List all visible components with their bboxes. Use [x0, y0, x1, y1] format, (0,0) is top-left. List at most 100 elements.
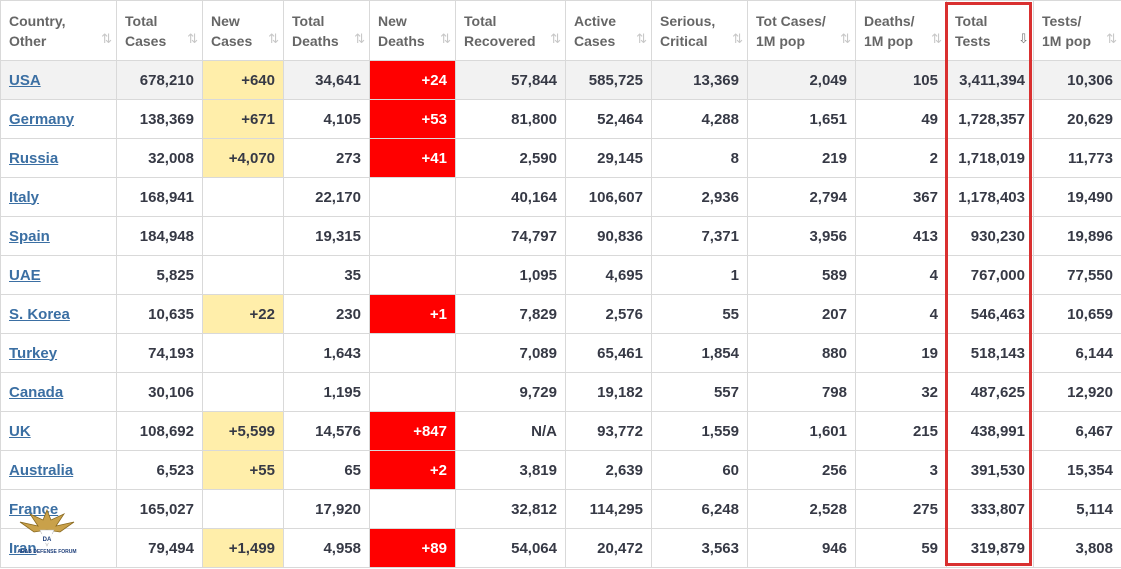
- cell-total-tests: 1,718,019: [946, 138, 1034, 178]
- cell-country: S. Korea: [0, 294, 117, 334]
- sort-icon[interactable]: ⇅: [732, 31, 743, 46]
- column-header-label: Total Tests: [955, 12, 991, 49]
- cell-country: Iran: [0, 528, 117, 568]
- cell-total-tests: 1,178,403: [946, 177, 1034, 217]
- table-row: UK 108,692 +5,599 14,576 +847 N/A 93,772 1,559 1…: [0, 411, 1121, 451]
- country-link[interactable]: UAE: [9, 266, 41, 284]
- cell-deaths-per-1m: 32: [855, 372, 947, 412]
- cell-total-recovered: N/A: [455, 411, 566, 451]
- cell-deaths-per-1m: 59: [855, 528, 947, 568]
- cell-total-cases: 108,692: [116, 411, 203, 451]
- sort-icon[interactable]: ⇅: [840, 31, 851, 46]
- sort-icon[interactable]: ⇅: [636, 31, 647, 46]
- sort-icon[interactable]: ⇅: [354, 31, 365, 46]
- cell-new-deaths: [369, 255, 456, 295]
- column-header-deaths-per-1m[interactable]: Deaths/1M pop ⇅: [855, 0, 947, 61]
- table-row: Spain 184,948 19,315 74,797 90,836 7,371 3,956…: [0, 216, 1121, 256]
- sort-icon[interactable]: ⇅: [101, 31, 112, 46]
- cell-total-cases: 6,523: [116, 450, 203, 490]
- cell-deaths-per-1m: 275: [855, 489, 947, 529]
- country-link[interactable]: USA: [9, 71, 41, 89]
- cell-total-cases: 168,941: [116, 177, 203, 217]
- cell-country: Canada: [0, 372, 117, 412]
- cell-total-recovered: 57,844: [455, 60, 566, 100]
- cell-new-cases: +22: [202, 294, 284, 334]
- cell-total-recovered: 81,800: [455, 99, 566, 139]
- sort-icon[interactable]: ⇅: [931, 31, 942, 46]
- cell-tot-cases-per-1m: 880: [747, 333, 856, 373]
- table-row: France 165,027 17,920 32,812 114,295 6,248 2,5…: [0, 489, 1121, 529]
- cell-deaths-per-1m: 367: [855, 177, 947, 217]
- cell-total-tests: 546,463: [946, 294, 1034, 334]
- country-link[interactable]: Iran: [9, 539, 37, 557]
- cell-active-cases: 585,725: [565, 60, 652, 100]
- cell-new-cases: [202, 216, 284, 256]
- column-header-serious-critical[interactable]: Serious, Critical ⇅: [651, 0, 748, 61]
- cell-total-cases: 79,494: [116, 528, 203, 568]
- cell-serious-critical: 8: [651, 138, 748, 178]
- column-header-tests-per-1m[interactable]: Tests/1M pop ⇅: [1033, 0, 1121, 61]
- sort-icon[interactable]: ⇅: [1106, 31, 1117, 46]
- cell-total-cases: 138,369: [116, 99, 203, 139]
- column-header-label: Country, Other: [9, 12, 66, 49]
- cell-new-cases: +640: [202, 60, 284, 100]
- column-header-active-cases[interactable]: Active Cases ⇅: [565, 0, 652, 61]
- column-header-total-deaths[interactable]: Total Deaths ⇅: [283, 0, 370, 61]
- cell-total-tests: 487,625: [946, 372, 1034, 412]
- column-header-new-cases[interactable]: New Cases ⇅: [202, 0, 284, 61]
- cell-total-recovered: 54,064: [455, 528, 566, 568]
- cell-serious-critical: 60: [651, 450, 748, 490]
- cell-tests-per-1m: 20,629: [1033, 99, 1121, 139]
- cell-total-deaths: 34,641: [283, 60, 370, 100]
- country-link[interactable]: UK: [9, 422, 31, 440]
- sort-icon[interactable]: ⇅: [440, 31, 451, 46]
- cell-serious-critical: 2,936: [651, 177, 748, 217]
- cell-new-deaths: [369, 333, 456, 373]
- cell-total-deaths: 35: [283, 255, 370, 295]
- cell-new-cases: +55: [202, 450, 284, 490]
- cell-tests-per-1m: 6,144: [1033, 333, 1121, 373]
- cell-country: Russia: [0, 138, 117, 178]
- column-header-new-deaths[interactable]: New Deaths ⇅: [369, 0, 456, 61]
- cell-serious-critical: 1: [651, 255, 748, 295]
- table-row: UAE 5,825 35 1,095 4,695 1 589 4 767,000 77,550: [0, 255, 1121, 295]
- column-header-label: Deaths/1M pop: [864, 12, 915, 49]
- cell-tests-per-1m: 3,808: [1033, 528, 1121, 568]
- column-header-label: Total Deaths: [292, 12, 339, 49]
- column-header-label: Total Cases: [125, 12, 167, 49]
- cell-active-cases: 52,464: [565, 99, 652, 139]
- cell-deaths-per-1m: 4: [855, 255, 947, 295]
- country-link[interactable]: Australia: [9, 461, 74, 479]
- country-link[interactable]: Italy: [9, 188, 40, 206]
- cell-tot-cases-per-1m: 2,049: [747, 60, 856, 100]
- country-link[interactable]: Spain: [9, 227, 50, 245]
- cell-tests-per-1m: 10,659: [1033, 294, 1121, 334]
- cell-active-cases: 19,182: [565, 372, 652, 412]
- cell-new-cases: [202, 255, 284, 295]
- column-header-total-cases[interactable]: Total Cases ⇅: [116, 0, 203, 61]
- sort-icon[interactable]: ⇅: [268, 31, 279, 46]
- country-link[interactable]: S. Korea: [9, 305, 70, 323]
- country-link[interactable]: Turkey: [9, 344, 58, 362]
- country-link[interactable]: Canada: [9, 383, 64, 401]
- cell-total-tests: 1,728,357: [946, 99, 1034, 139]
- cell-total-cases: 30,106: [116, 372, 203, 412]
- cell-total-deaths: 22,170: [283, 177, 370, 217]
- sort-descending-icon[interactable]: ⇩: [1018, 31, 1029, 46]
- cell-deaths-per-1m: 3: [855, 450, 947, 490]
- sort-icon[interactable]: ⇅: [187, 31, 198, 46]
- cell-total-deaths: 65: [283, 450, 370, 490]
- cell-tests-per-1m: 77,550: [1033, 255, 1121, 295]
- column-header-total-tests[interactable]: Total Tests ⇩: [946, 0, 1034, 61]
- sort-icon[interactable]: ⇅: [550, 31, 561, 46]
- cell-new-cases: +1,499: [202, 528, 284, 568]
- cell-country: UAE: [0, 255, 117, 295]
- cell-country: Turkey: [0, 333, 117, 373]
- country-link[interactable]: Russia: [9, 149, 59, 167]
- column-header-country[interactable]: Country, Other ⇅: [0, 0, 117, 61]
- column-header-total-recovered[interactable]: Total Recovered ⇅: [455, 0, 566, 61]
- column-header-tot-cases-per-1m[interactable]: Tot Cases/1M pop ⇅: [747, 0, 856, 61]
- country-link[interactable]: Germany: [9, 110, 75, 128]
- country-link[interactable]: France: [9, 500, 59, 518]
- table-row: Iran 79,494 +1,499 4,958 +89 54,064 20,472 3,56…: [0, 528, 1121, 568]
